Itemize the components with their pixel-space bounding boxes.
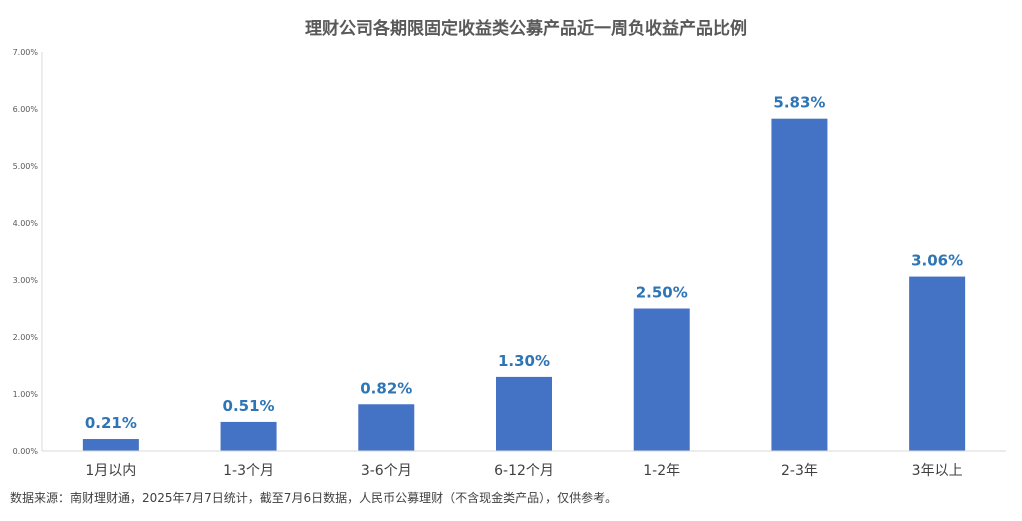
data-label: 5.83% xyxy=(773,94,825,112)
y-tick-label: 4.00% xyxy=(13,219,39,228)
bar xyxy=(909,276,966,451)
y-tick-label: 1.00% xyxy=(13,390,39,399)
bar xyxy=(496,376,552,451)
bar xyxy=(633,308,690,451)
data-label: 0.51% xyxy=(223,397,275,415)
y-tick-label: 0.00% xyxy=(13,447,39,456)
x-tick-label: 1月以内 xyxy=(85,463,136,479)
bar xyxy=(771,118,828,451)
bar xyxy=(358,404,415,451)
x-tick-label: 2-3年 xyxy=(781,463,818,479)
y-tick-label: 7.00% xyxy=(13,48,39,57)
y-axis: 0.00% 1.00% 2.00% 3.00% 4.00% 5.00% 6.00% 7.00% xyxy=(13,48,43,456)
bar xyxy=(220,421,277,451)
y-tick-label: 6.00% xyxy=(13,105,39,114)
chart-title: 理财公司各期限固定收益类公募产品近一周负收益产品比例 xyxy=(305,18,747,39)
data-label: 0.21% xyxy=(85,414,137,432)
y-tick-label: 5.00% xyxy=(13,162,39,171)
x-tick-label: 3年以上 xyxy=(912,463,963,479)
y-tick-label: 3.00% xyxy=(13,276,39,285)
x-tick-label: 6-12个月 xyxy=(494,463,554,479)
x-axis: 1月以内 1-3个月 3-6个月 6-12个月 1-2年 2-3年 3年以上 xyxy=(42,450,1006,479)
data-label: 3.06% xyxy=(911,252,963,270)
data-label: 1.30% xyxy=(498,352,550,370)
x-tick-label: 3-6个月 xyxy=(361,463,412,479)
data-label: 2.50% xyxy=(636,284,688,302)
source-note: 数据来源：南财理财通，2025年7月7日统计，截至7月6日数据，人民币公募理财（… xyxy=(10,490,617,505)
bars xyxy=(82,118,966,451)
x-tick-label: 1-3个月 xyxy=(223,463,274,479)
bar xyxy=(82,439,139,451)
x-tick-label: 1-2年 xyxy=(643,463,680,479)
data-label: 0.82% xyxy=(360,379,412,397)
data-labels: 0.21% 0.51% 0.82% 1.30% 2.50% 5.83% 3.06% xyxy=(85,94,963,432)
y-tick-label: 2.00% xyxy=(13,333,39,342)
